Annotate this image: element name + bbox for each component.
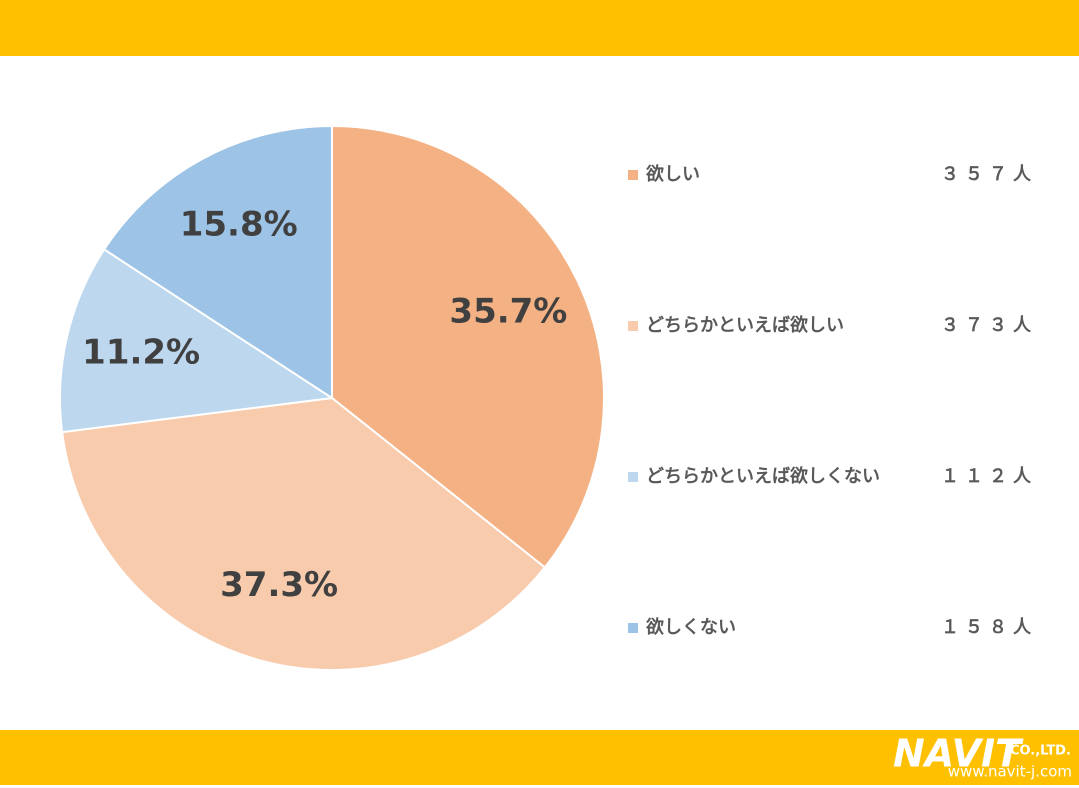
legend-count: １１２人 xyxy=(941,466,1037,487)
pie-slice xyxy=(102,124,333,400)
top-bar xyxy=(0,0,1079,56)
data-label: 11.2% xyxy=(82,333,200,373)
pie-slice xyxy=(331,124,605,569)
legend-count: ３７３人 xyxy=(941,315,1037,336)
legend-swatch xyxy=(628,170,638,180)
legend-swatch xyxy=(628,321,638,331)
legend-label: どちらかといえば欲しくない xyxy=(646,465,880,487)
logo-url: www.navit-j.com xyxy=(948,763,1072,781)
logo-name: NAVIT xyxy=(893,732,1024,776)
data-label: 35.7% xyxy=(449,291,567,331)
legend-count: ３５７人 xyxy=(941,164,1037,185)
pie-slice xyxy=(59,247,335,434)
bottom-bar xyxy=(0,730,1079,785)
legend-swatch xyxy=(628,472,638,482)
pie-slice xyxy=(61,396,547,671)
data-label: 37.3% xyxy=(220,565,338,605)
legend-label: 欲しくない xyxy=(645,616,736,638)
legend-count: １５８人 xyxy=(941,617,1037,638)
legend-label: 欲しい xyxy=(645,163,700,185)
legend-swatch xyxy=(628,623,638,633)
data-label: 15.8% xyxy=(180,204,298,244)
legend-label: どちらかといえば欲しい xyxy=(646,314,844,336)
logo-suffix: CO.,LTD. xyxy=(1010,744,1071,759)
